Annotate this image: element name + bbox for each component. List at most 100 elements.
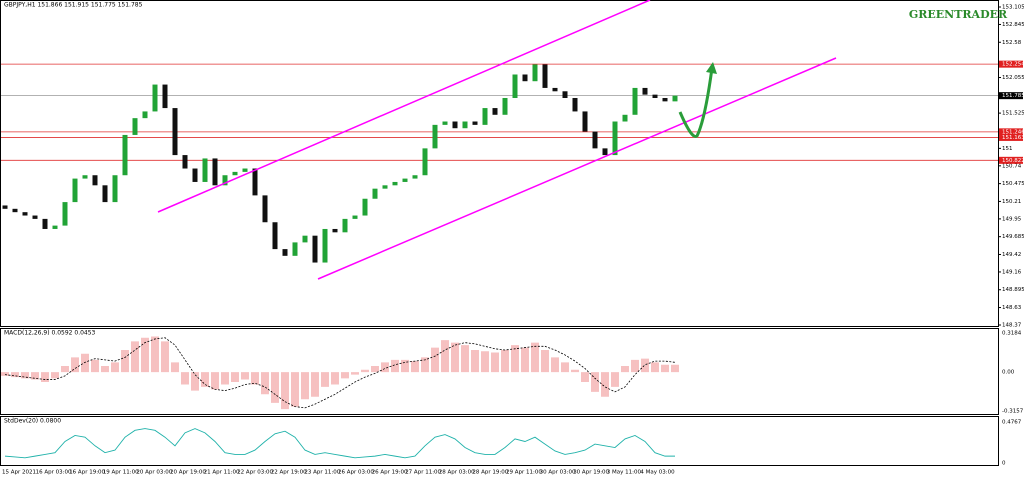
candle-body bbox=[552, 87, 558, 92]
candle-body bbox=[52, 225, 58, 229]
x-tick-label: 4 May 03:00 bbox=[640, 470, 675, 476]
candle-body bbox=[612, 121, 618, 156]
x-tick-label: 30 Apr 03:00 bbox=[540, 470, 576, 476]
price-label: 151.785 bbox=[1002, 93, 1024, 99]
x-tick-label: 27 Apr 11:00 bbox=[405, 470, 441, 476]
candle-body bbox=[472, 121, 478, 125]
macd-panel bbox=[0, 328, 999, 415]
candle-body bbox=[2, 205, 8, 209]
candle-body bbox=[662, 98, 668, 102]
x-tick-label: 30 Apr 19:00 bbox=[573, 470, 609, 476]
x-tick-label: 26 Apr 03:00 bbox=[338, 470, 374, 476]
level-tag bbox=[999, 60, 1023, 68]
y-tick-label: 148.63 bbox=[1002, 305, 1022, 311]
x-tick-label: 3 May 11:00 bbox=[607, 470, 642, 476]
candle-body bbox=[672, 95, 678, 102]
candle-body bbox=[522, 74, 528, 82]
candle-body bbox=[602, 148, 608, 156]
candle-body bbox=[572, 98, 578, 112]
candle-body bbox=[142, 111, 148, 119]
level-label: 151.163 bbox=[1002, 135, 1024, 141]
candle-body bbox=[492, 108, 498, 115]
candle-body bbox=[192, 168, 198, 182]
candle-body bbox=[32, 215, 38, 219]
candle-body bbox=[152, 84, 158, 112]
stddev-label: StdDev(20) 0.0800 bbox=[4, 418, 61, 425]
level-tag bbox=[999, 133, 1023, 141]
candle-body bbox=[162, 84, 168, 109]
macd-label: MACD(12,26,9) 0.0592 0.0453 bbox=[4, 330, 96, 337]
x-tick-label: 29 Apr 11:00 bbox=[506, 470, 542, 476]
candle-body bbox=[652, 94, 658, 99]
y-tick-label: 149.685 bbox=[1002, 234, 1024, 240]
candle-body bbox=[542, 64, 548, 88]
candle-body bbox=[382, 185, 388, 189]
y-tick-label: 150.475 bbox=[1002, 181, 1024, 187]
candle-body bbox=[112, 175, 118, 203]
macd-tick-label: 0.3184 bbox=[1002, 331, 1022, 337]
candle-body bbox=[72, 178, 78, 203]
candle-body bbox=[182, 155, 188, 169]
candle-body bbox=[332, 228, 338, 233]
macd-tick-label: -0.3157 bbox=[1002, 409, 1024, 415]
y-tick-label: 152.58 bbox=[1002, 40, 1022, 46]
candle-body bbox=[442, 121, 448, 125]
candle-body bbox=[22, 212, 28, 216]
candle-body bbox=[422, 148, 428, 176]
x-tick-label: 21 Apr 11:00 bbox=[204, 470, 240, 476]
candle-body bbox=[502, 98, 508, 115]
x-tick-label: 15 Apr 2021 bbox=[2, 470, 36, 476]
candle-body bbox=[582, 111, 588, 132]
channel-lower bbox=[317, 57, 837, 280]
stddev-panel bbox=[0, 416, 999, 466]
candle-body bbox=[302, 235, 308, 243]
candle-body bbox=[432, 124, 438, 149]
logo: GREENTRADER bbox=[909, 8, 1008, 21]
symbol-header: GBPJPY,H1 151.866 151.915 151.775 151.78… bbox=[4, 2, 143, 9]
x-tick-label: 22 Apr 03:00 bbox=[237, 470, 273, 476]
x-tick-label: 16 Apr 03:00 bbox=[36, 470, 72, 476]
channel-upper bbox=[157, 0, 651, 213]
candle-body bbox=[512, 74, 518, 99]
candle-body bbox=[42, 218, 48, 229]
candle-body bbox=[462, 121, 468, 129]
price-panel bbox=[0, 0, 999, 327]
candle-body bbox=[372, 188, 378, 199]
y-tick-label: 150.74 bbox=[1002, 163, 1022, 169]
level-label: 152.254 bbox=[1002, 62, 1024, 68]
y-tick-label: 148.895 bbox=[1002, 287, 1024, 293]
candle-body bbox=[392, 181, 398, 186]
x-tick-label: 26 Apr 19:00 bbox=[372, 470, 408, 476]
candle-body bbox=[92, 175, 98, 186]
y-tick-label: 149.16 bbox=[1002, 269, 1022, 275]
level-tag bbox=[999, 156, 1023, 164]
forecast-arrow bbox=[678, 67, 714, 138]
macd-tick-label: 0.00 bbox=[1002, 370, 1015, 376]
candle-body bbox=[362, 198, 368, 216]
arrow-head bbox=[706, 62, 717, 74]
candle-body bbox=[562, 91, 568, 99]
candle-body bbox=[122, 134, 128, 176]
candle-body bbox=[282, 249, 288, 256]
candle-body bbox=[642, 87, 648, 95]
candle-body bbox=[212, 158, 218, 186]
x-tick-label: 16 Apr 19:00 bbox=[69, 470, 105, 476]
candle-body bbox=[132, 118, 138, 135]
macd-signal bbox=[4, 337, 676, 409]
candle-body bbox=[412, 175, 418, 179]
candle-body bbox=[402, 178, 408, 182]
candle-body bbox=[292, 242, 298, 256]
y-tick-label: 151 bbox=[1002, 146, 1013, 152]
y-tick-label: 148.37 bbox=[1002, 323, 1022, 329]
candle-body bbox=[102, 185, 108, 203]
candle-body bbox=[252, 168, 258, 196]
candle-body bbox=[592, 131, 598, 149]
stddev-line bbox=[4, 428, 675, 459]
stddev-tick-label: 0.4767 bbox=[1002, 420, 1022, 426]
candle-body bbox=[622, 114, 628, 122]
x-tick-label: 22 Apr 19:00 bbox=[271, 470, 307, 476]
candle-body bbox=[82, 175, 88, 179]
x-tick-label: 28 Apr 03:00 bbox=[439, 470, 475, 476]
x-tick-label: 19 Apr 11:00 bbox=[103, 470, 139, 476]
candle-body bbox=[202, 158, 208, 182]
